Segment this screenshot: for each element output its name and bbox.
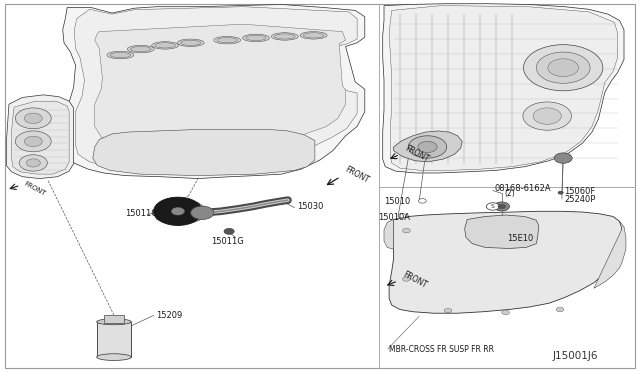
Circle shape: [498, 204, 506, 209]
Text: (2): (2): [504, 189, 515, 198]
Circle shape: [24, 136, 42, 147]
Circle shape: [408, 136, 447, 158]
Polygon shape: [389, 211, 622, 313]
Circle shape: [26, 159, 40, 167]
Ellipse shape: [214, 36, 241, 44]
Circle shape: [24, 113, 42, 124]
Ellipse shape: [303, 33, 324, 38]
Circle shape: [154, 197, 202, 225]
Text: 15011G: 15011G: [125, 209, 157, 218]
Circle shape: [533, 108, 561, 124]
FancyBboxPatch shape: [104, 315, 124, 323]
Circle shape: [15, 131, 51, 152]
Circle shape: [398, 214, 406, 218]
Polygon shape: [383, 4, 624, 173]
Polygon shape: [12, 101, 69, 174]
Circle shape: [502, 310, 509, 315]
Text: 15E10: 15E10: [507, 234, 533, 243]
Circle shape: [172, 208, 184, 215]
Polygon shape: [74, 7, 357, 171]
Polygon shape: [384, 219, 394, 249]
Polygon shape: [465, 215, 539, 248]
Circle shape: [524, 45, 603, 91]
Text: 15030: 15030: [297, 202, 323, 211]
Ellipse shape: [97, 354, 131, 360]
Circle shape: [536, 52, 590, 83]
Ellipse shape: [217, 38, 237, 43]
Ellipse shape: [155, 43, 175, 48]
Circle shape: [523, 102, 572, 130]
Polygon shape: [594, 221, 626, 288]
Text: 15010A: 15010A: [378, 213, 410, 222]
Ellipse shape: [110, 52, 131, 58]
Polygon shape: [93, 129, 315, 176]
Text: 08168-6162A: 08168-6162A: [494, 185, 550, 193]
Ellipse shape: [177, 39, 204, 46]
Circle shape: [486, 203, 499, 210]
Circle shape: [191, 206, 214, 219]
Text: J15001J6: J15001J6: [553, 352, 598, 361]
Text: FRONT: FRONT: [343, 165, 370, 185]
Text: 25240P: 25240P: [564, 195, 596, 203]
Circle shape: [554, 153, 572, 163]
Circle shape: [558, 191, 563, 194]
Text: 15060F: 15060F: [564, 187, 596, 196]
Ellipse shape: [127, 45, 154, 53]
Polygon shape: [154, 201, 206, 224]
Circle shape: [419, 199, 426, 203]
Circle shape: [494, 202, 509, 211]
Polygon shape: [63, 4, 365, 179]
Ellipse shape: [131, 46, 151, 52]
Ellipse shape: [300, 32, 327, 39]
Text: 15010: 15010: [384, 197, 410, 206]
Circle shape: [548, 59, 579, 77]
Circle shape: [418, 141, 437, 153]
Ellipse shape: [97, 319, 131, 325]
Text: S: S: [491, 204, 495, 209]
Polygon shape: [95, 24, 346, 149]
Circle shape: [19, 155, 47, 171]
Text: MBR-CROSS FR SUSP FR RR: MBR-CROSS FR SUSP FR RR: [389, 345, 494, 354]
FancyBboxPatch shape: [5, 4, 635, 368]
Polygon shape: [389, 6, 618, 170]
Circle shape: [403, 228, 410, 233]
Ellipse shape: [275, 34, 295, 39]
FancyBboxPatch shape: [97, 322, 131, 357]
Text: 15011G: 15011G: [211, 237, 244, 246]
Circle shape: [444, 308, 452, 313]
Ellipse shape: [271, 33, 298, 40]
Ellipse shape: [243, 34, 269, 42]
Circle shape: [224, 228, 234, 234]
Ellipse shape: [180, 40, 201, 45]
Polygon shape: [6, 95, 74, 179]
Ellipse shape: [246, 35, 266, 41]
Text: FRONT: FRONT: [401, 270, 428, 291]
Text: FRONT: FRONT: [23, 180, 47, 197]
Polygon shape: [394, 131, 462, 162]
Circle shape: [15, 108, 51, 129]
Text: 15209: 15209: [156, 311, 182, 320]
Circle shape: [403, 277, 410, 281]
Text: FRONT: FRONT: [403, 144, 430, 164]
Ellipse shape: [107, 51, 134, 59]
Ellipse shape: [152, 42, 179, 49]
Circle shape: [556, 307, 564, 312]
